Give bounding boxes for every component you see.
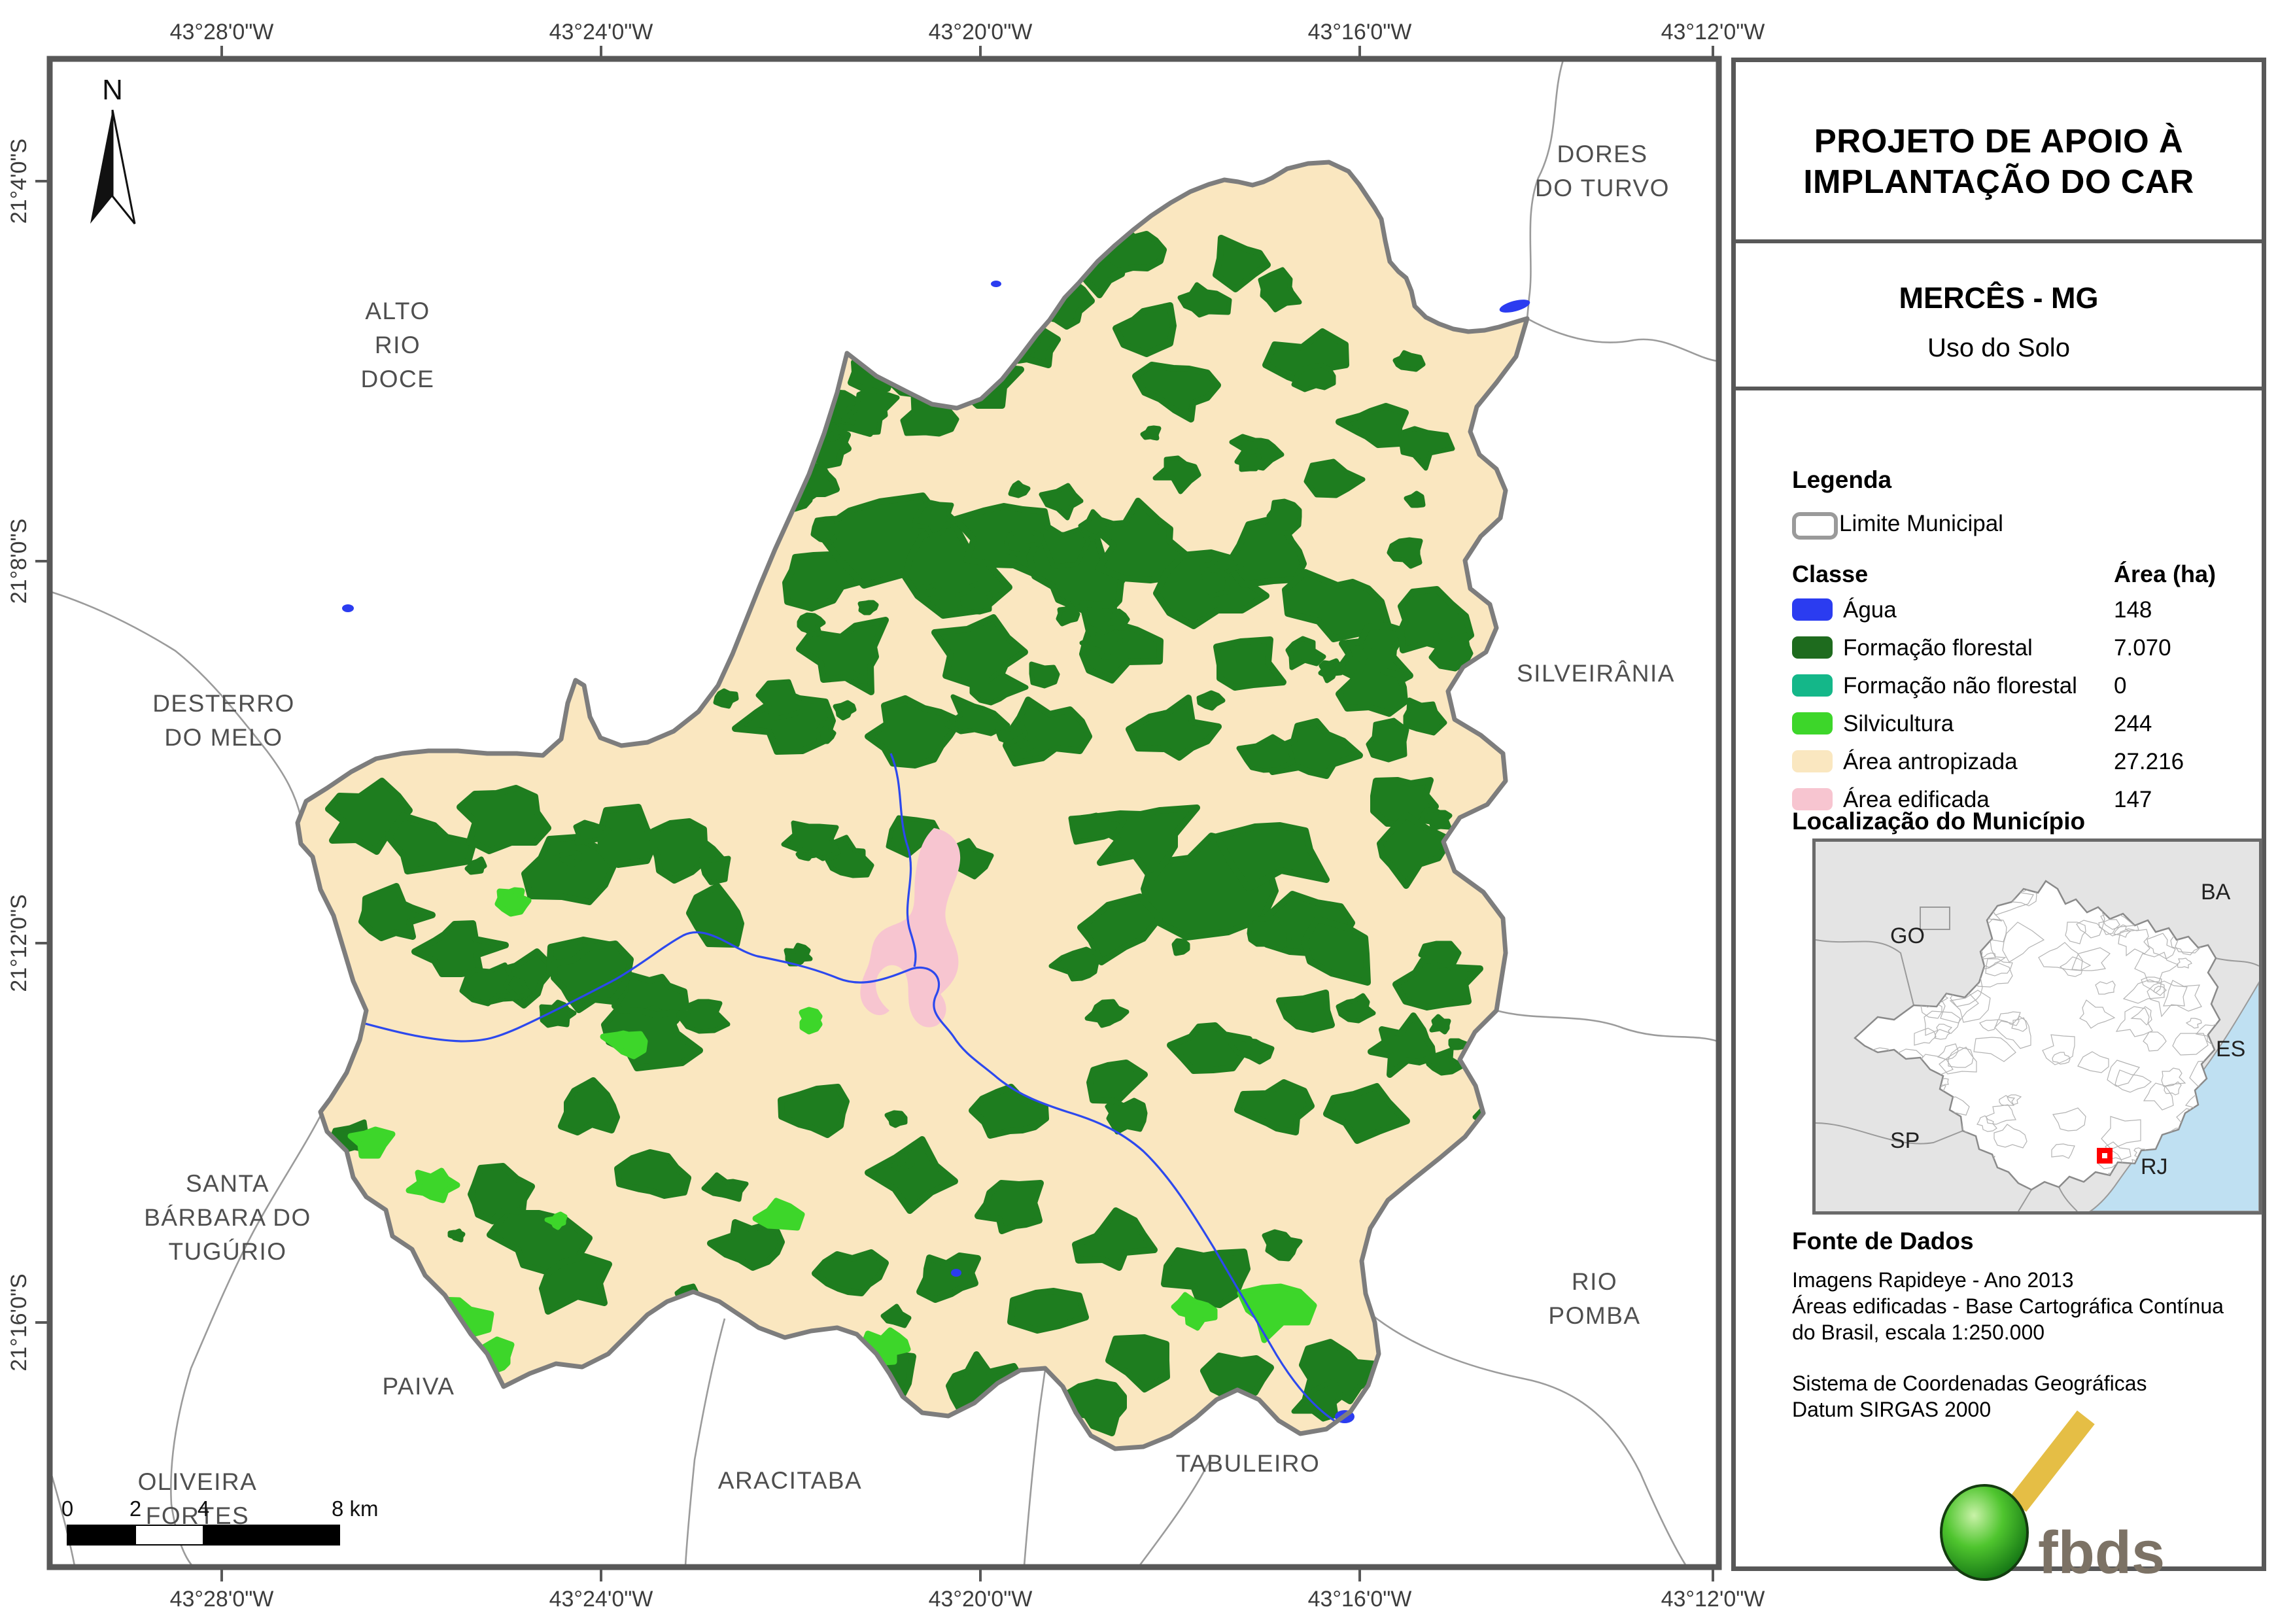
municipality-name: MERCÊS - MG (1899, 281, 2099, 315)
map-subtitle: Uso do Solo (1927, 334, 2070, 362)
source-heading: Fonte de Dados (1792, 1228, 1974, 1254)
source-line1: Imagens Rapideye - Ano 2013 (1792, 1268, 2074, 1292)
tick-label-bottom: 43°24'0"W (549, 1587, 653, 1612)
region-label-alto-rio-doce: DOCE (361, 366, 435, 392)
region-label-santa-barbara-do-tugurio: SANTA (186, 1170, 269, 1197)
legend-heading: Legenda (1792, 466, 1892, 493)
location-heading: Localização do Município (1792, 808, 2086, 835)
legend-swatch (1792, 712, 1833, 734)
region-label-desterro-do-melo: DO MELO (164, 724, 283, 751)
tick-label-left: 21°8'0"S (7, 519, 31, 604)
region-label-dores-do-turvo: DORES (1557, 141, 1648, 167)
tick-label-top: 43°28'0"W (170, 20, 274, 44)
region-label-alto-rio-doce: ALTO (365, 298, 430, 324)
legend-value: 0 (2114, 673, 2127, 699)
legend-value: 147 (2114, 787, 2152, 812)
region-label-aracitaba: ARACITABA (718, 1467, 862, 1494)
north-label: N (102, 74, 123, 106)
legend-label: Área edificada (1843, 787, 1990, 812)
minas-gerais-shape (1854, 880, 2221, 1191)
region-label-dores-do-turvo: DO TURVO (1535, 175, 1670, 201)
municipality-section: MERCÊS - MG Uso do Solo (1736, 243, 2262, 390)
legend-label: Água (1843, 597, 1897, 623)
tick-label-bottom: 43°16'0"W (1308, 1587, 1412, 1612)
logo-sphere (1940, 1484, 2029, 1581)
fbds-logo: fbds (1940, 1410, 2165, 1586)
tick-label-left: 21°16'0"S (7, 1273, 31, 1371)
region-label-silveirania: SILVEIRÂNIA (1517, 660, 1675, 687)
region-label-alto-rio-doce: RIO (375, 332, 421, 358)
tick-label-top: 43°12'0"W (1661, 20, 1765, 44)
legend-swatch (1792, 598, 1833, 621)
legend-label: Silvicultura (1843, 711, 1954, 736)
tick-label-left: 21°4'0"S (7, 139, 31, 224)
region-label-desterro-do-melo: DESTERRO (152, 690, 295, 717)
legend-label: Área antropizada (1843, 749, 2018, 774)
tick-label-top: 43°20'0"W (929, 20, 1033, 44)
legend-value: 7.070 (2114, 635, 2171, 661)
project-title-line2: IMPLANTAÇÃO DO CAR (1803, 163, 2194, 200)
state-label-BA: BA (2201, 880, 2231, 905)
region-label-paiva: PAIVA (382, 1373, 455, 1400)
tick-label-left: 21°12'0"S (7, 894, 31, 992)
map-body (52, 61, 1716, 1564)
region-label-tabuleiro: TABULEIRO (1176, 1450, 1320, 1477)
crs-line2: Datum SIRGAS 2000 (1792, 1398, 1992, 1421)
legend-swatch (1792, 674, 1833, 697)
legend-swatch (1792, 788, 1833, 810)
source-line3: do Brasil, escala 1:250.000 (1792, 1321, 2045, 1344)
logo-text: fbds (2038, 1519, 2165, 1586)
title-section: PROJETO DE APOIO À IMPLANTAÇÃO DO CAR (1736, 62, 2262, 243)
region-label-oliveira-fortes: OLIVEIRA (138, 1468, 258, 1495)
state-label-SP: SP (1890, 1128, 1920, 1153)
state-lines (1816, 939, 2259, 1211)
limite-municipal-swatch (1792, 512, 1838, 540)
limite-municipal-label: Limite Municipal (1839, 511, 2003, 536)
north-arrow: N (90, 74, 136, 224)
region-label-rio-pomba: POMBA (1548, 1302, 1640, 1329)
state-label-RJ: RJ (2141, 1154, 2168, 1179)
locator-map: GO BA ES SP RJ (1812, 838, 2262, 1215)
scale-label: 2 (129, 1496, 141, 1521)
crs-line1: Sistema de Coordenadas Geográficas (1792, 1372, 2147, 1395)
legend-swatch (1792, 750, 1833, 772)
tick-label-bottom: 43°20'0"W (929, 1587, 1033, 1612)
region-label-santa-barbara-do-tugurio: BÁRBARA DO (144, 1204, 311, 1231)
legend-value: 244 (2114, 711, 2152, 736)
region-labels: DORES DO TURVO ALTO RIO DOCE SILVEIRÂNIA DESTE… (138, 141, 1675, 1529)
legend-value: 27.216 (2114, 749, 2184, 774)
legend-value: 148 (2114, 597, 2152, 623)
region-label-santa-barbara-do-tugurio: TUGÚRIO (168, 1238, 286, 1265)
state-label-GO: GO (1890, 924, 1925, 948)
crs-text: Sistema de Coordenadas Geográficas Datum… (1792, 1370, 2147, 1423)
scale-label: 8 km (332, 1496, 379, 1521)
graticule-ticks: 43°28'0"W 43°28'0"W 43°24'0"W 43°24'0"W 43°2… (7, 20, 1765, 1612)
tick-label-top: 43°24'0"W (549, 20, 653, 44)
legend-label: Formação não florestal (1843, 673, 2077, 699)
municipality-border (295, 160, 1530, 1451)
source-text: Imagens Rapideye - Ano 2013 Áreas edific… (1792, 1267, 2224, 1345)
project-title: PROJETO DE APOIO À IMPLANTAÇÃO DO CAR (1736, 121, 2262, 202)
legend-swatch (1792, 636, 1833, 659)
scale-label: 0 (61, 1496, 73, 1521)
rivers (347, 753, 1349, 1443)
neighbor-boundaries (52, 61, 1716, 1564)
scale-label: 4 (198, 1496, 209, 1521)
project-title-line1: PROJETO DE APOIO À (1814, 122, 2184, 160)
source-line2: Áreas edificadas - Base Cartográfica Con… (1792, 1294, 2224, 1318)
state-label-ES: ES (2216, 1037, 2245, 1062)
tick-label-bottom: 43°12'0"W (1661, 1587, 1765, 1612)
logo-bar (2009, 1410, 2095, 1512)
legend-area-header: Área (ha) (2114, 561, 2217, 587)
tick-label-bottom: 43°28'0"W (170, 1587, 274, 1612)
legend-class-header: Classe (1792, 561, 1869, 587)
tick-label-top: 43°16'0"W (1308, 20, 1412, 44)
region-label-rio-pomba: RIO (1572, 1268, 1617, 1295)
scale-bar: 0 2 4 8 km (61, 1496, 379, 1546)
info-panel: PROJETO DE APOIO À IMPLANTAÇÃO DO CAR ME… (1731, 58, 2266, 1586)
map-frame (46, 56, 1722, 1570)
legend-label: Formação florestal (1843, 635, 2033, 661)
